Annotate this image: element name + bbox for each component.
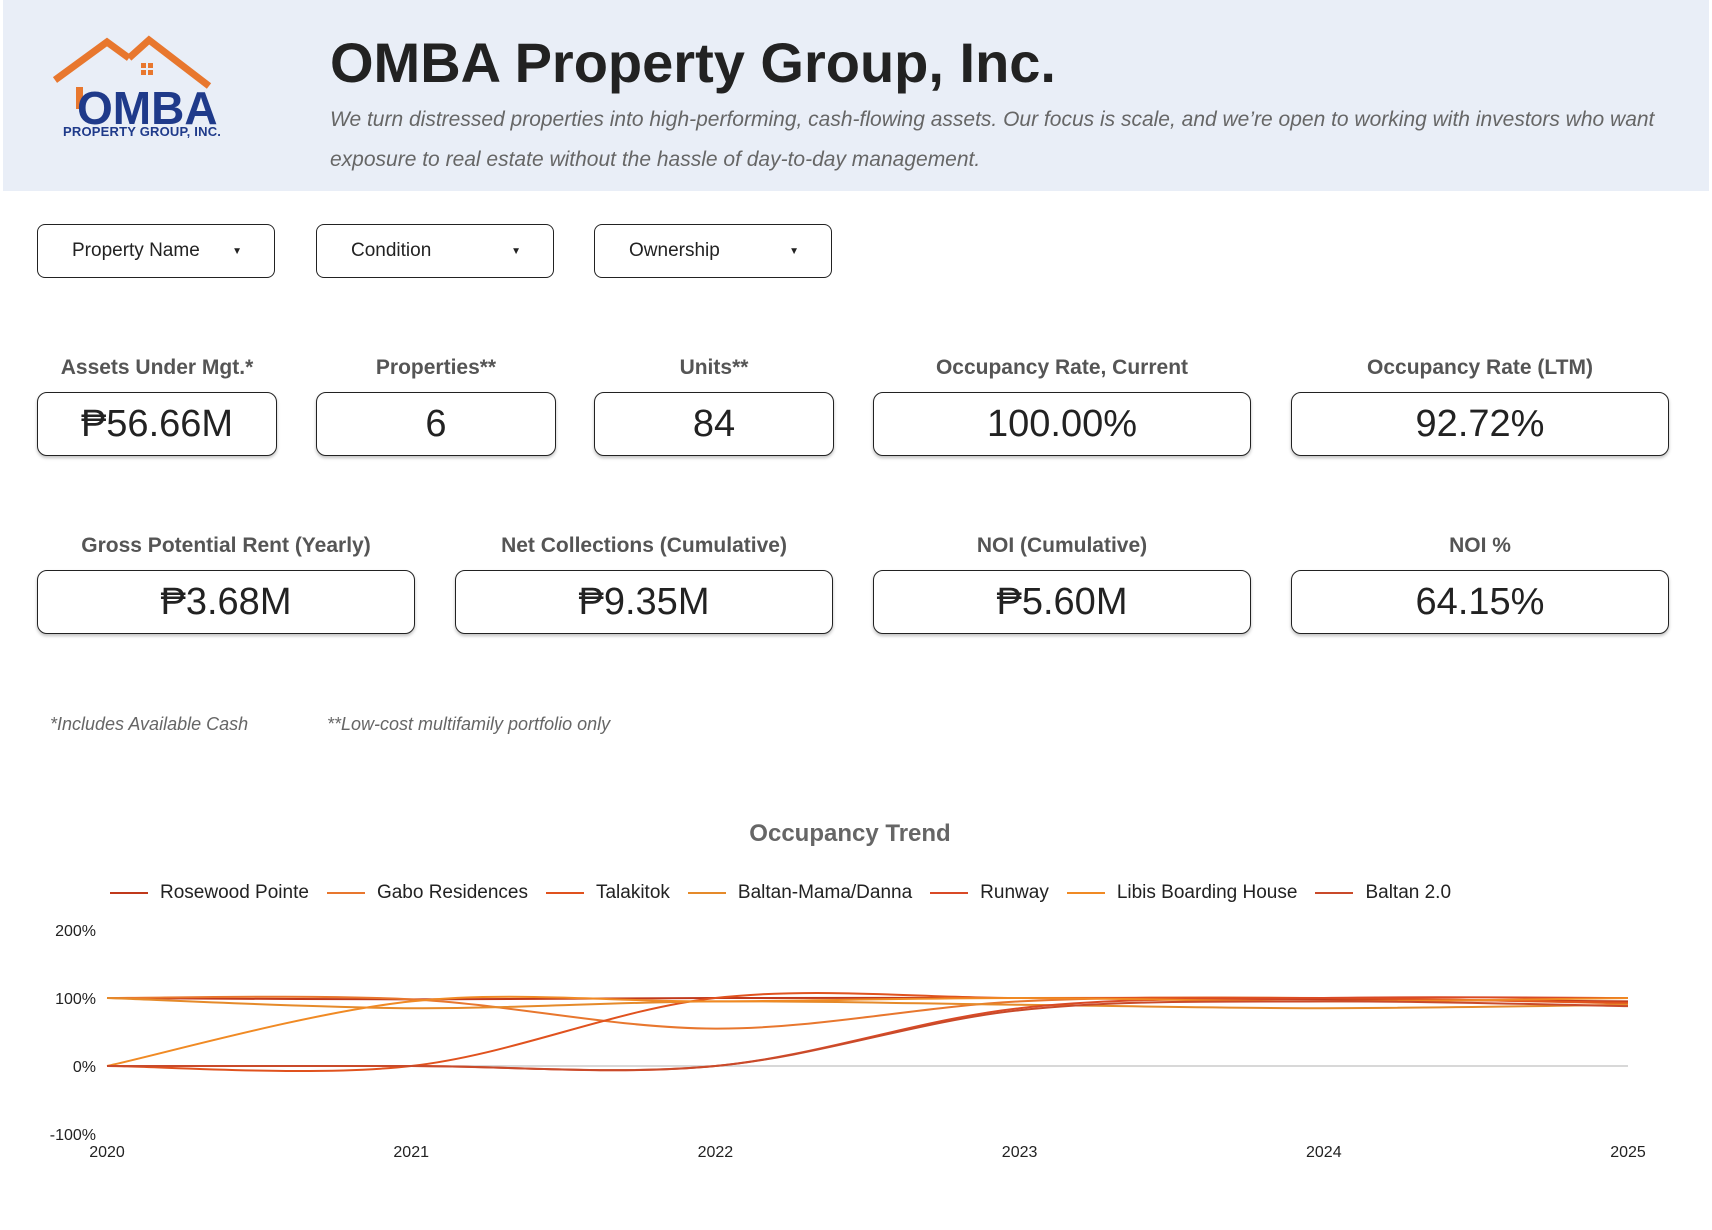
legend-swatch — [1066, 892, 1105, 894]
series-line-baltan-2-0[interactable] — [107, 1000, 1629, 1072]
kpi-label: NOI (Cumulative) — [976, 534, 1148, 557]
assets-under-management-value: ₱56.66M — [37, 392, 277, 456]
legend-label: Runway — [980, 882, 1049, 903]
kpi-label: Occupancy Rate, Current — [935, 356, 1189, 379]
occupancy-ltm-value: 92.72% — [1291, 392, 1669, 456]
y-tick-label: 100% — [55, 991, 96, 1008]
filter-label: Condition — [351, 240, 432, 261]
occupancy-current-value: 100.00% — [873, 392, 1251, 456]
legend-item[interactable]: Libis Boarding House — [1066, 882, 1298, 904]
legend-label: Baltan-Mama/Danna — [737, 882, 913, 903]
noi-cumulative-value: ₱5.60M — [873, 570, 1251, 634]
page-tagline: We turn distressed properties into high-… — [330, 108, 1655, 171]
legend-item[interactable]: Gabo Residences — [326, 882, 528, 904]
series-line-rosewood-pointe[interactable] — [106, 996, 1629, 1003]
legend-item[interactable]: Runway — [930, 882, 1049, 904]
properties-count-value: 6 — [316, 392, 556, 456]
legend-item[interactable]: Baltan 2.0 — [1315, 882, 1451, 904]
kpi-label: Units** — [679, 356, 749, 379]
y-tick-label: 200% — [55, 923, 96, 940]
x-tick-label: 2023 — [1002, 1144, 1038, 1160]
net-collections-value: ₱9.35M — [455, 570, 833, 634]
occupancy-trend-chart: 200% 100% 0% -100%2020 2021 2022 2023 2024 2025 — [50, 923, 1646, 1160]
header-banner: OMBA PROPERTY GROUP, INC. OMBA Property … — [3, 0, 1709, 191]
x-tick-label: 2021 — [393, 1144, 429, 1160]
y-tick-label: 0% — [73, 1059, 96, 1076]
x-tick-label: 2025 — [1610, 1144, 1646, 1160]
logo-wordmark: OMBA — [77, 82, 218, 134]
filter-label: Property Name — [72, 240, 200, 261]
chart-legend: Rosewood Pointe Gabo Residences Talakitok B… — [110, 882, 1451, 904]
caret-down-icon: ▼ — [232, 245, 242, 257]
legend-label: Baltan 2.0 — [1365, 882, 1452, 903]
filter-label: Ownership — [629, 240, 720, 261]
series-line-talakitok[interactable] — [106, 991, 1629, 1073]
x-tick-label: 2020 — [89, 1144, 125, 1160]
assets-footnote: *Includes Available Cash — [50, 714, 249, 734]
chart-title: Occupancy Trend — [749, 820, 951, 847]
omba-logo: OMBA — [52, 35, 218, 134]
y-tick-label: -100% — [50, 1127, 96, 1144]
kpi-label: Gross Potential Rent (Yearly) — [81, 534, 371, 557]
logo-subtitle: PROPERTY GROUP, INC. — [63, 124, 222, 139]
ownership-filter[interactable]: Ownership ▼ — [594, 224, 832, 278]
noi-percent-value: 64.15% — [1291, 570, 1669, 634]
legend-item[interactable]: Baltan-Mama/Danna — [687, 882, 913, 904]
legend-label: Libis Boarding House — [1116, 882, 1298, 903]
property-name-filter[interactable]: Property Name ▼ — [37, 224, 275, 278]
legend-swatch — [687, 892, 726, 894]
legend-swatch — [326, 892, 365, 894]
caret-down-icon: ▼ — [789, 245, 799, 257]
legend-item[interactable]: Talakitok — [545, 882, 670, 904]
units-count-value: 84 — [594, 392, 834, 456]
gross-potential-rent-value: ₱3.68M — [37, 570, 415, 634]
legend-label: Rosewood Pointe — [160, 882, 309, 903]
legend-swatch — [545, 892, 584, 894]
kpi-label: Properties** — [375, 356, 497, 379]
condition-filter[interactable]: Condition ▼ — [316, 224, 554, 278]
legend-swatch — [1315, 892, 1354, 894]
x-tick-label: 2024 — [1306, 1144, 1342, 1160]
page-title: OMBA Property Group, Inc. — [330, 31, 1056, 94]
kpi-label: NOI % — [1449, 534, 1511, 557]
kpi-label: Assets Under Mgt.* — [60, 356, 254, 379]
kpi-label: Net Collections (Cumulative) — [501, 534, 787, 557]
caret-down-icon: ▼ — [511, 245, 521, 257]
x-tick-label: 2022 — [698, 1144, 734, 1160]
kpi-label: Occupancy Rate (LTM) — [1367, 356, 1593, 379]
legend-label: Gabo Residences — [376, 882, 528, 903]
legend-swatch — [930, 892, 969, 894]
legend-item[interactable]: Rosewood Pointe — [110, 882, 309, 904]
portfolio-footnote: **Low-cost multifamily portfolio only — [327, 714, 611, 734]
legend-label: Talakitok — [595, 882, 670, 903]
legend-swatch — [110, 892, 148, 894]
